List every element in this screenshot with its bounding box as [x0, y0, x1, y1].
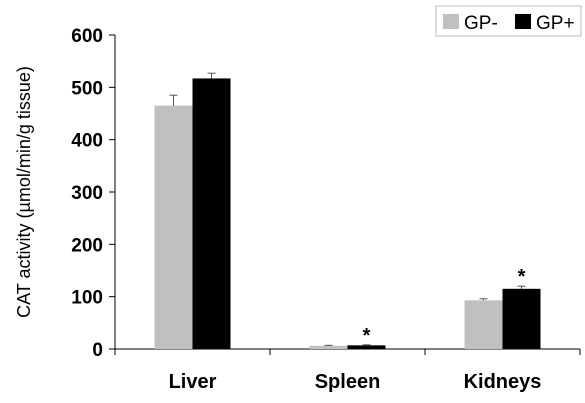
- y-tick-label-400: 400: [71, 131, 103, 152]
- category-label-spleen: Spleen: [315, 371, 381, 393]
- y-tick-label-300: 300: [71, 183, 103, 204]
- category-label-kidneys: Kidneys: [464, 371, 542, 393]
- legend-swatch-1: [515, 14, 531, 29]
- bar-liver-gpminus: [154, 105, 193, 350]
- category-label-liver: Liver: [169, 371, 217, 393]
- legend-swatch-0: [443, 14, 459, 29]
- legend-label-1: GP+: [536, 13, 575, 34]
- legend-box: [435, 5, 582, 37]
- y-tick-label-600: 600: [71, 26, 103, 47]
- y-axis-label: CAT activity (µmol/min/g tissue): [14, 66, 34, 318]
- bar-kidneys-gpplus: [502, 288, 541, 349]
- significance-marker-kidneys: *: [518, 266, 526, 288]
- y-tick-label-0: 0: [92, 340, 103, 361]
- bar-spleen-gpplus: [347, 345, 386, 349]
- bar-kidneys-gpminus: [464, 300, 503, 349]
- bar-spleen-gpminus: [309, 345, 348, 349]
- legend-label-0: GP-: [464, 13, 498, 34]
- significance-marker-spleen: *: [363, 325, 371, 347]
- y-tick-label-100: 100: [71, 288, 103, 309]
- bar-liver-gpplus: [192, 78, 231, 349]
- y-tick-label-200: 200: [71, 235, 103, 256]
- y-tick-label-500: 500: [71, 78, 103, 99]
